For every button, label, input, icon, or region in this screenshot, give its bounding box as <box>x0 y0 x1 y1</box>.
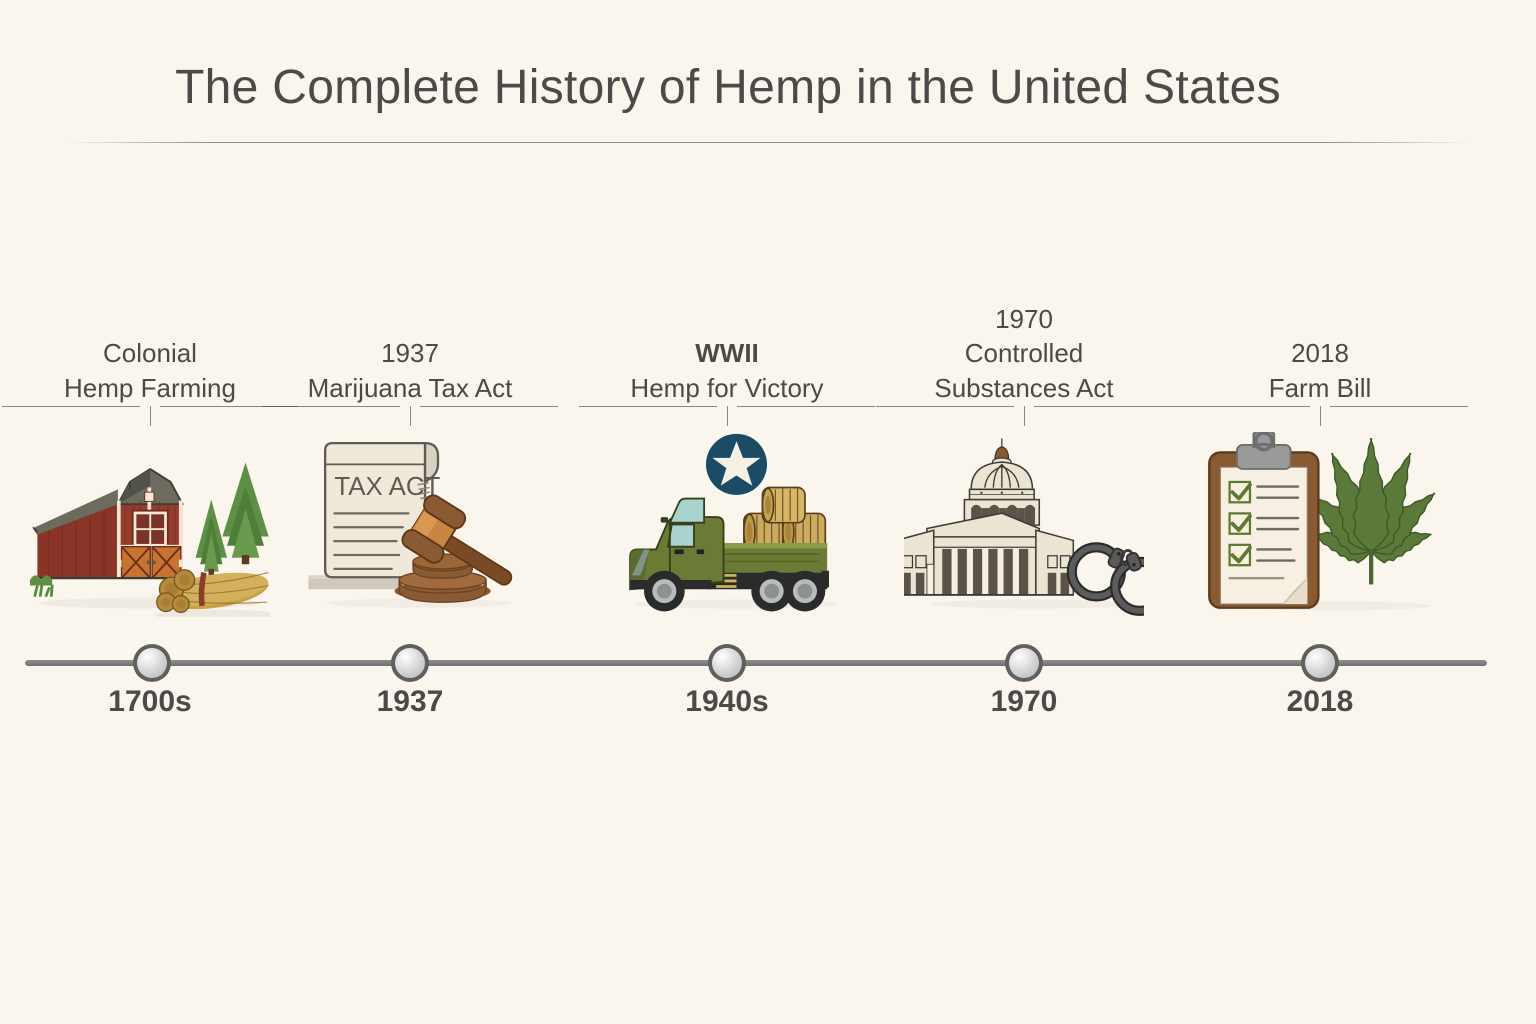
svg-text:TAX ACT: TAX ACT <box>334 473 440 501</box>
